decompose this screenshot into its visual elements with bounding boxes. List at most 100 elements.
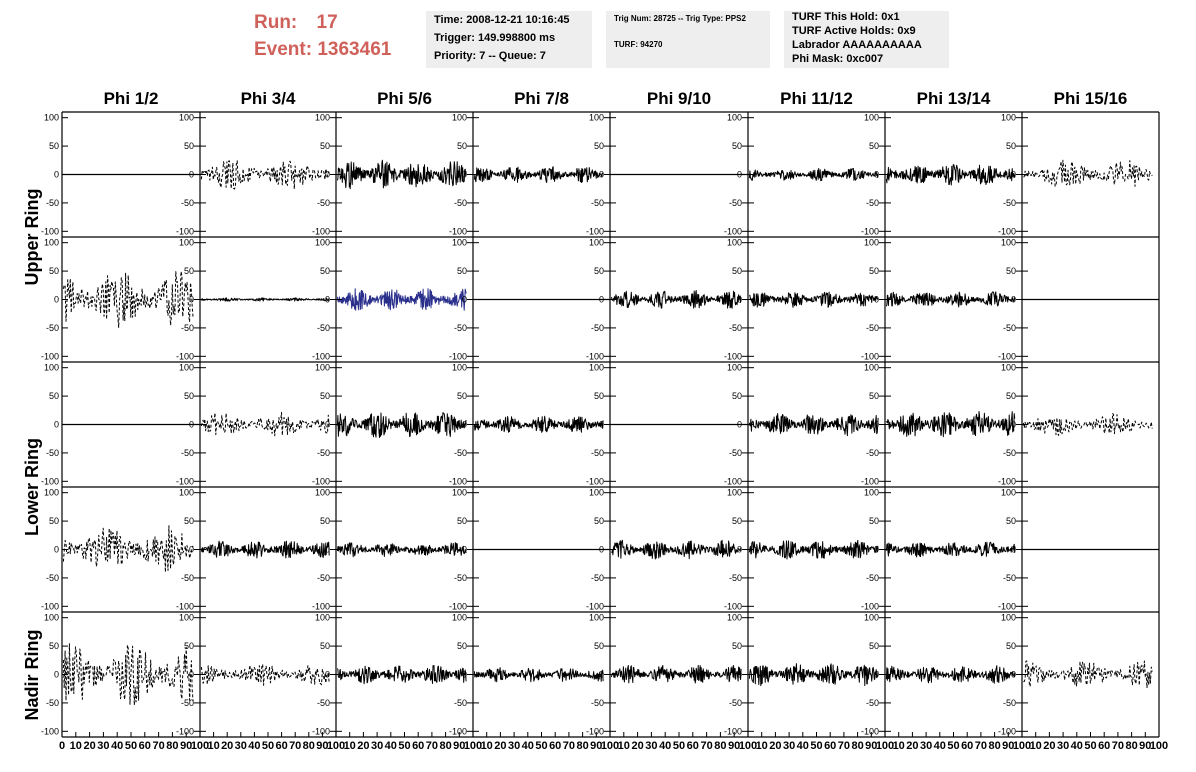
x-tick-label: 30 (235, 740, 247, 752)
y-tick-label: 50 (732, 391, 742, 401)
y-tick-label: -50 (866, 698, 879, 708)
trace-waveform (1023, 159, 1153, 187)
trace-waveform (610, 290, 742, 309)
column-title: Phi 7/8 (514, 89, 569, 108)
event-value: 1363461 (317, 39, 392, 60)
x-tick-label: 40 (522, 740, 534, 752)
y-tick-label: -100 (861, 226, 879, 236)
x-tick-label: 20 (631, 740, 643, 752)
x-tick-label: 10 (207, 740, 219, 752)
y-tick-label: 0 (462, 170, 467, 180)
column-title: Phi 3/4 (241, 89, 296, 108)
x-tick-label: 40 (385, 740, 397, 752)
trace-waveform (336, 288, 467, 311)
y-tick-label: -100 (998, 476, 1016, 486)
y-tick-label: -50 (1003, 323, 1016, 333)
y-tick-label: 100 (727, 613, 742, 623)
trace-waveform (336, 159, 467, 190)
y-tick-label: 100 (452, 238, 467, 248)
y-tick-label: -100 (586, 476, 604, 486)
y-tick-label: 100 (315, 238, 330, 248)
x-tick-label: 90 (1002, 740, 1014, 752)
y-tick-label: 100 (452, 363, 467, 373)
x-tick-label: 60 (1098, 740, 1110, 752)
x-tick-label: 20 (769, 740, 781, 752)
x-tick-label: 10 (893, 740, 905, 752)
y-tick-label: -100 (176, 476, 194, 486)
y-tick-label: 0 (599, 295, 604, 305)
y-tick-label: -50 (729, 698, 742, 708)
y-tick-label: -100 (176, 726, 194, 736)
y-tick-label: 50 (869, 141, 879, 151)
y-tick-label: -100 (312, 226, 330, 236)
trace-waveform (1023, 660, 1153, 689)
y-tick-label: -50 (317, 198, 330, 208)
x-tick-label: 30 (97, 740, 109, 752)
y-tick-label: 0 (462, 420, 467, 430)
y-tick-label: 100 (1001, 613, 1016, 623)
y-tick-label: -50 (591, 198, 604, 208)
trigger-line: Trigger: 149.998800 ms (434, 32, 556, 44)
trace-waveform (748, 539, 879, 560)
y-tick-label: 50 (1006, 391, 1016, 401)
y-tick-label: 100 (727, 238, 742, 248)
labrador-line: Labrador AAAAAAAAAA (792, 39, 922, 51)
x-tick-label: 100 (601, 740, 619, 752)
y-tick-label: -100 (176, 226, 194, 236)
column-title: Phi 11/12 (780, 89, 853, 108)
y-tick-label: -100 (724, 726, 742, 736)
column-title: Phi 5/6 (377, 89, 432, 108)
x-tick-label: 70 (975, 740, 987, 752)
y-tick-label: 100 (727, 488, 742, 498)
x-tick-label: 10 (481, 740, 493, 752)
trace-waveform (200, 663, 330, 686)
y-tick-label: 0 (462, 670, 467, 680)
x-tick-label: 40 (1071, 740, 1083, 752)
y-tick-label: 0 (54, 420, 59, 430)
y-tick-label: 0 (325, 545, 330, 555)
x-tick-label: 60 (275, 740, 287, 752)
x-tick-label: 100 (1013, 740, 1031, 752)
y-tick-label: -50 (454, 698, 467, 708)
y-tick-label: 0 (325, 295, 330, 305)
y-tick-label: 0 (54, 295, 59, 305)
x-tick-label: 80 (166, 740, 178, 752)
y-tick-label: -100 (176, 351, 194, 361)
trace-waveform (200, 160, 330, 190)
y-tick-label: -50 (46, 198, 59, 208)
y-tick-label: 50 (320, 391, 330, 401)
column-title: Phi 9/10 (647, 89, 711, 108)
x-tick-label: 10 (618, 740, 630, 752)
x-tick-label: 20 (906, 740, 918, 752)
x-tick-label: 70 (426, 740, 438, 752)
y-tick-label: 50 (49, 516, 59, 526)
y-tick-label: -100 (312, 726, 330, 736)
trace-waveform (885, 541, 1016, 558)
x-tick-label: 60 (139, 740, 151, 752)
y-tick-label: 50 (457, 516, 467, 526)
x-tick-label: 90 (590, 740, 602, 752)
row-label: Lower Ring (22, 438, 42, 536)
y-tick-label: -50 (1003, 448, 1016, 458)
y-tick-label: 0 (874, 170, 879, 180)
x-tick-label: 90 (453, 740, 465, 752)
x-tick-label: 20 (357, 740, 369, 752)
trace-waveform (62, 525, 194, 573)
y-tick-label: 50 (184, 391, 194, 401)
y-tick-label: 100 (864, 238, 879, 248)
y-tick-label: -50 (181, 698, 194, 708)
y-tick-label: 0 (737, 295, 742, 305)
y-tick-label: 50 (732, 641, 742, 651)
y-tick-label: -100 (41, 226, 59, 236)
x-tick-label: 60 (687, 740, 699, 752)
x-tick-label: 20 (221, 740, 233, 752)
y-tick-label: 0 (462, 545, 467, 555)
y-tick-label: -50 (181, 323, 194, 333)
trace-waveform (748, 663, 879, 687)
y-tick-label: -100 (312, 476, 330, 486)
y-tick-label: -100 (449, 226, 467, 236)
y-tick-label: -100 (586, 726, 604, 736)
x-tick-label: 30 (371, 740, 383, 752)
y-tick-label: -50 (454, 573, 467, 583)
y-tick-label: 0 (54, 670, 59, 680)
